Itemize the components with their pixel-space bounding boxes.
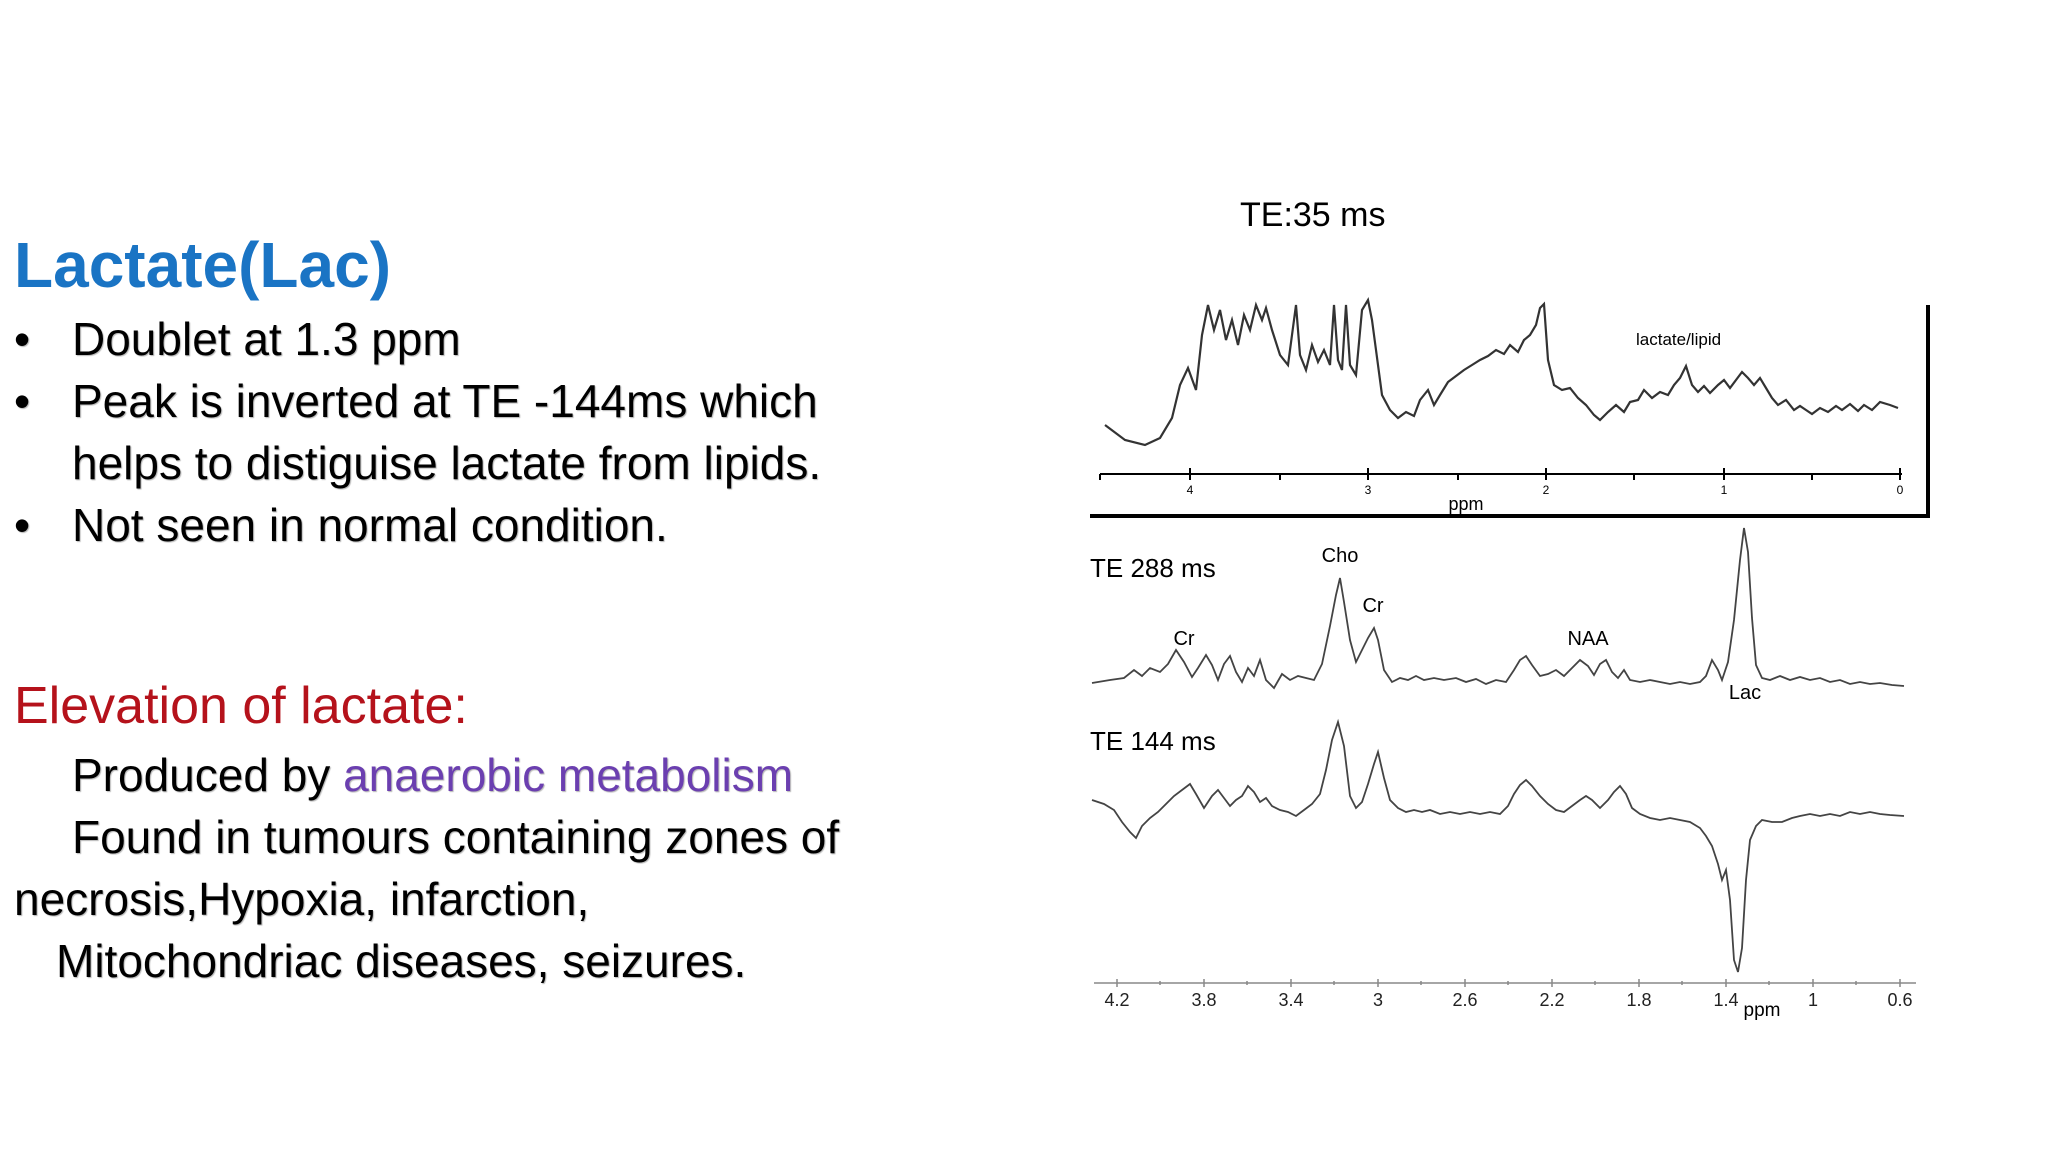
elevation-line-produced: Produced by anaerobic metabolism [72, 744, 793, 806]
bottom-tick-label: 3 [1373, 990, 1383, 1010]
slide-title: Lactate(Lac) [14, 229, 391, 301]
anaerobic-highlight: anaerobic metabolism [343, 749, 794, 801]
bullet-doublet: • Doublet at 1.3 ppm [14, 308, 461, 370]
bullet-inverted-peak: • Peak is inverted at TE -144ms which [14, 370, 818, 432]
series-label-te288: TE 288 ms [1090, 553, 1216, 583]
peak-label-lac: Lac [1729, 682, 1761, 704]
bullet-dot: • [14, 499, 31, 551]
top-tick-label: 1 [1721, 483, 1728, 497]
bottom-tick-label: 2.6 [1452, 990, 1477, 1010]
bottom-axis-label: ppm [1744, 1000, 1781, 1021]
bottom-spectrum-panel: TE 288 ms TE 144 ms Cr Cho Cr NAA Lac [1090, 527, 1916, 1021]
peak-label-cho: Cho [1322, 545, 1359, 567]
bottom-tick-label: 2.2 [1539, 990, 1564, 1010]
elevation-line-tumours: Found in tumours containing zones of [72, 811, 840, 863]
top-tick-label: 4 [1187, 483, 1194, 497]
bottom-tick-label: 1.4 [1713, 990, 1738, 1010]
peak-label-naa: NAA [1567, 628, 1609, 650]
bullet-text: Doublet at 1.3 ppm [72, 313, 461, 365]
elevation-heading: Elevation of lactate: [14, 677, 468, 735]
top-tick-label: 2 [1543, 483, 1550, 497]
te144-spectrum-trace [1091, 718, 1905, 973]
elevation-line-necrosis: necrosis,Hypoxia, infarction, [14, 873, 590, 925]
bottom-tick-label: 3.8 [1191, 990, 1216, 1010]
elevation-prefix: Produced by [72, 749, 344, 801]
series-label-te144: TE 144 ms [1090, 726, 1216, 756]
bottom-tick-label: 1 [1808, 990, 1818, 1010]
top-tick-label: 3 [1365, 483, 1372, 497]
top-spectrum-panel: 4 3 2 1 0 ppm lactate/lipid [1090, 296, 1930, 518]
lactate-lipid-annotation: lactate/lipid [1636, 330, 1721, 349]
bottom-tick-label: 4.2 [1104, 990, 1129, 1010]
bullet-dot: • [14, 375, 31, 427]
figure-top-label: TE:35 ms [1240, 196, 1386, 234]
bullet-text: Not seen in normal condition. [72, 499, 668, 551]
peak-label-cr: Cr [1362, 595, 1383, 617]
bottom-tick-label: 1.8 [1626, 990, 1651, 1010]
bullet-text: Peak is inverted at TE -144ms which [72, 375, 818, 427]
top-axis-label: ppm [1448, 494, 1483, 514]
top-tick-label: 0 [1897, 483, 1904, 497]
bullet-continuation: helps to distiguise lactate from lipids. [72, 437, 822, 489]
bullet-not-seen: • Not seen in normal condition. [14, 494, 668, 556]
bottom-axis-ticks [1116, 979, 1901, 987]
top-panel-frame [1090, 305, 1930, 518]
elevation-line-mitochondriac: Mitochondriac diseases, seizures. [56, 935, 747, 987]
top-spectrum-trace [1104, 296, 1899, 447]
top-axis-ticks [1099, 468, 1901, 480]
bottom-tick-label: 0.6 [1887, 990, 1912, 1010]
bottom-tick-label: 3.4 [1278, 990, 1303, 1010]
peak-label-cr-left: Cr [1173, 628, 1194, 650]
bullet-dot: • [14, 313, 31, 365]
te288-spectrum-trace [1091, 527, 1905, 690]
